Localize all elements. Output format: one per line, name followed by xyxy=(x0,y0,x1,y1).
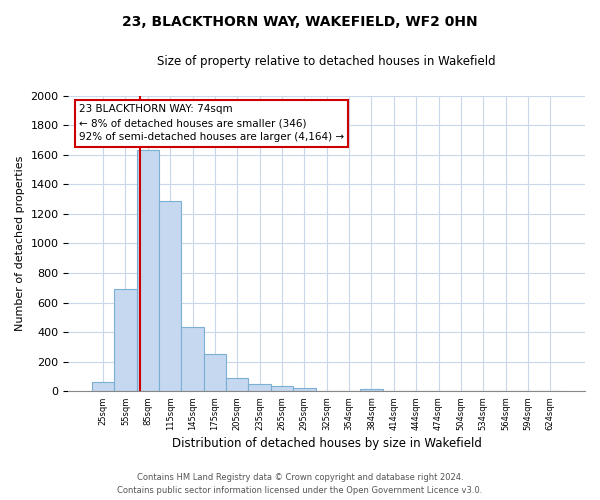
Text: Contains HM Land Registry data © Crown copyright and database right 2024.
Contai: Contains HM Land Registry data © Crown c… xyxy=(118,474,482,495)
Bar xyxy=(159,202,181,392)
Y-axis label: Number of detached properties: Number of detached properties xyxy=(15,156,25,331)
Text: 23, BLACKTHORN WAY, WAKEFIELD, WF2 0HN: 23, BLACKTHORN WAY, WAKEFIELD, WF2 0HN xyxy=(122,15,478,29)
Text: 23 BLACKTHORN WAY: 74sqm
← 8% of detached houses are smaller (346)
92% of semi-d: 23 BLACKTHORN WAY: 74sqm ← 8% of detache… xyxy=(79,104,344,142)
Bar xyxy=(293,388,316,392)
Bar xyxy=(204,354,226,392)
Bar xyxy=(137,150,159,392)
Title: Size of property relative to detached houses in Wakefield: Size of property relative to detached ho… xyxy=(157,55,496,68)
Bar xyxy=(271,386,293,392)
Bar xyxy=(92,382,114,392)
Bar xyxy=(181,327,204,392)
Bar xyxy=(248,384,271,392)
Bar xyxy=(114,288,137,392)
X-axis label: Distribution of detached houses by size in Wakefield: Distribution of detached houses by size … xyxy=(172,437,482,450)
Bar xyxy=(226,378,248,392)
Bar xyxy=(360,389,383,392)
